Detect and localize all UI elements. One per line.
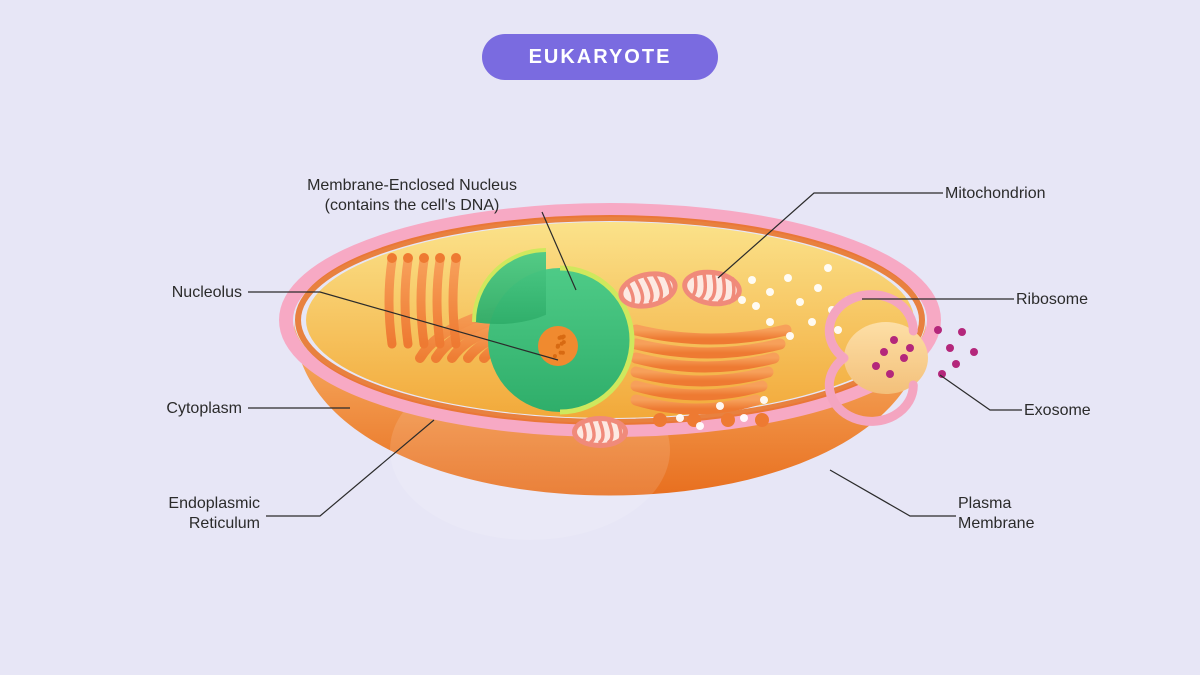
label-ribosome: Ribosome xyxy=(1016,290,1146,310)
label-nucleolus: Nucleolus xyxy=(112,283,242,303)
cell-diagram xyxy=(0,0,1200,675)
label-exosome: Exosome xyxy=(1024,401,1154,421)
label-er: Endoplasmic Reticulum xyxy=(120,494,260,534)
label-plasma: Plasma Membrane xyxy=(958,494,1088,534)
label-mito: Mitochondrion xyxy=(945,184,1105,204)
diagram-canvas: EUKARYOTE Membrane-Enclosed Nucleus (con… xyxy=(0,0,1200,675)
label-nucleus: Membrane-Enclosed Nucleus (contains the … xyxy=(282,176,542,216)
label-cytoplasm: Cytoplasm xyxy=(112,399,242,419)
